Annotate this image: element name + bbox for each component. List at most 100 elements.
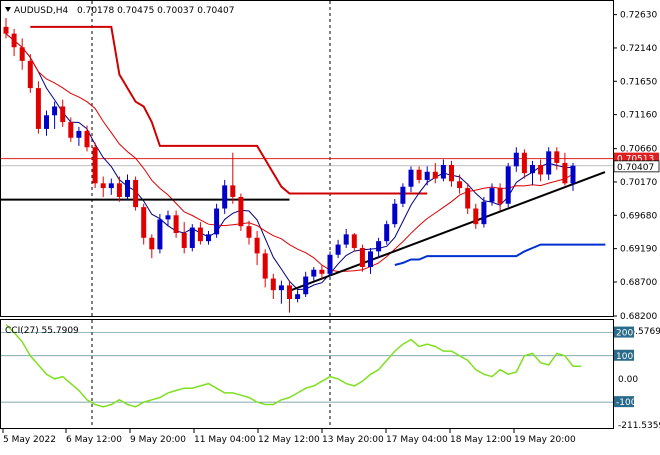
candle-body — [60, 106, 66, 123]
candle-body — [125, 179, 130, 197]
rising-trendline — [289, 171, 606, 292]
ohlc-values: 0.70178 0.70475 0.70037 0.70407 — [77, 6, 234, 16]
candle-body — [52, 106, 58, 116]
candle-body — [270, 278, 276, 291]
marker-price-box — [614, 152, 659, 164]
dropdown-arrow-icon[interactable] — [5, 7, 11, 12]
candle-body — [432, 171, 438, 179]
time-tick-label: 18 May 12:00 — [450, 435, 512, 445]
candle-body — [473, 208, 479, 225]
candle-body — [400, 186, 406, 204]
cci-label: CCI(27) 55.7909 — [5, 326, 79, 336]
candle-body — [133, 179, 139, 208]
upper-channel-line — [30, 25, 428, 195]
candle-body — [100, 183, 106, 189]
grid-layer — [1, 1, 613, 428]
current-price-box — [613, 160, 660, 173]
candle-body — [359, 247, 365, 268]
candle-body — [424, 171, 430, 180]
time-tick-label: 11 May 04:00 — [194, 435, 256, 445]
time-tick-label: 19 May 20:00 — [514, 435, 576, 445]
candle-body — [505, 166, 511, 204]
price-tick-label: 0.72140 — [620, 44, 657, 54]
candle-body — [141, 207, 147, 238]
symbol-label: AUDUSD,H4 — [14, 6, 69, 16]
candle-body — [513, 152, 519, 167]
candle-body — [238, 196, 244, 227]
time-tick-label: 13 May 20:00 — [322, 435, 384, 445]
candle-body — [76, 130, 82, 138]
cci-level-box — [614, 396, 634, 408]
price-tick-label: 0.69190 — [620, 245, 657, 255]
candle-body — [92, 147, 98, 184]
time-tick-label: 12 May 12:00 — [258, 435, 320, 445]
candle-body — [440, 164, 446, 179]
candle-body — [246, 226, 252, 238]
candle-body — [116, 183, 122, 197]
time-tick-label: 17 May 04:00 — [386, 435, 448, 445]
candle-body — [465, 188, 471, 209]
candle-body — [530, 164, 535, 174]
candle-body — [206, 234, 211, 242]
cci-level-label: -100 — [616, 398, 637, 408]
candle-body — [368, 251, 373, 268]
candle-body — [108, 183, 114, 189]
marker-price-label: 0.70513 — [617, 155, 654, 165]
price-tick-label: 0.69680 — [620, 211, 657, 221]
candle-body — [295, 294, 301, 299]
candle-body — [457, 181, 463, 189]
slow-ma-line — [5, 33, 574, 273]
candle-body — [197, 227, 203, 242]
candle-body — [384, 224, 390, 242]
candle-body — [343, 234, 349, 245]
candle-body — [214, 208, 220, 235]
candle-body — [27, 60, 33, 89]
candle-body — [181, 232, 187, 248]
candle-body — [262, 253, 268, 279]
candle-body — [497, 188, 503, 204]
candle-body — [189, 227, 195, 248]
candle-body — [327, 254, 333, 274]
cci-axis-label: 245.5769 — [618, 327, 660, 337]
cci-layer — [5, 323, 582, 408]
time-tick-label: 5 May 2022 — [3, 435, 56, 445]
candle-body — [481, 201, 487, 225]
cci-level-box — [614, 349, 634, 361]
axis-layer: 0.72630 0.72140 0.71650 0.71160 0.70660 0.701… — [2, 11, 660, 445]
time-tick-label: 6 May 12:00 — [66, 435, 122, 445]
candle-body — [84, 130, 90, 148]
candle-body — [278, 285, 284, 291]
price-tick-label: 0.71650 — [620, 77, 657, 87]
candle-body — [449, 164, 454, 182]
candle-body — [376, 241, 382, 252]
candle-body — [554, 151, 560, 163]
candle-body — [35, 88, 41, 129]
candle-body — [521, 152, 527, 174]
price-tick-label: 0.70170 — [620, 178, 657, 188]
candle-body — [351, 234, 357, 248]
candle-body — [287, 285, 292, 299]
candle-body — [230, 185, 236, 197]
candle-body — [254, 237, 260, 254]
cci-axis-label: 0.00 — [618, 375, 638, 385]
candle-body — [3, 26, 9, 34]
cci-axis-label: -211.5359 — [618, 421, 660, 431]
candle-body — [165, 215, 171, 220]
candle-body — [546, 151, 552, 175]
candle-body — [319, 269, 325, 274]
candle-body — [19, 47, 25, 61]
candle-body — [68, 122, 74, 138]
candle-body — [335, 244, 341, 255]
candle-body — [157, 219, 163, 250]
candle-body — [408, 169, 414, 187]
current-price-label: 0.70407 — [617, 163, 654, 173]
price-tick-label: 0.70660 — [620, 145, 657, 155]
price-tick-label: 0.68200 — [620, 312, 657, 322]
cci-line — [5, 323, 582, 408]
candle-body — [44, 115, 49, 129]
price-tick-label: 0.71160 — [620, 111, 657, 121]
cci-level-label: 100 — [616, 352, 633, 362]
candle-body — [570, 165, 576, 184]
